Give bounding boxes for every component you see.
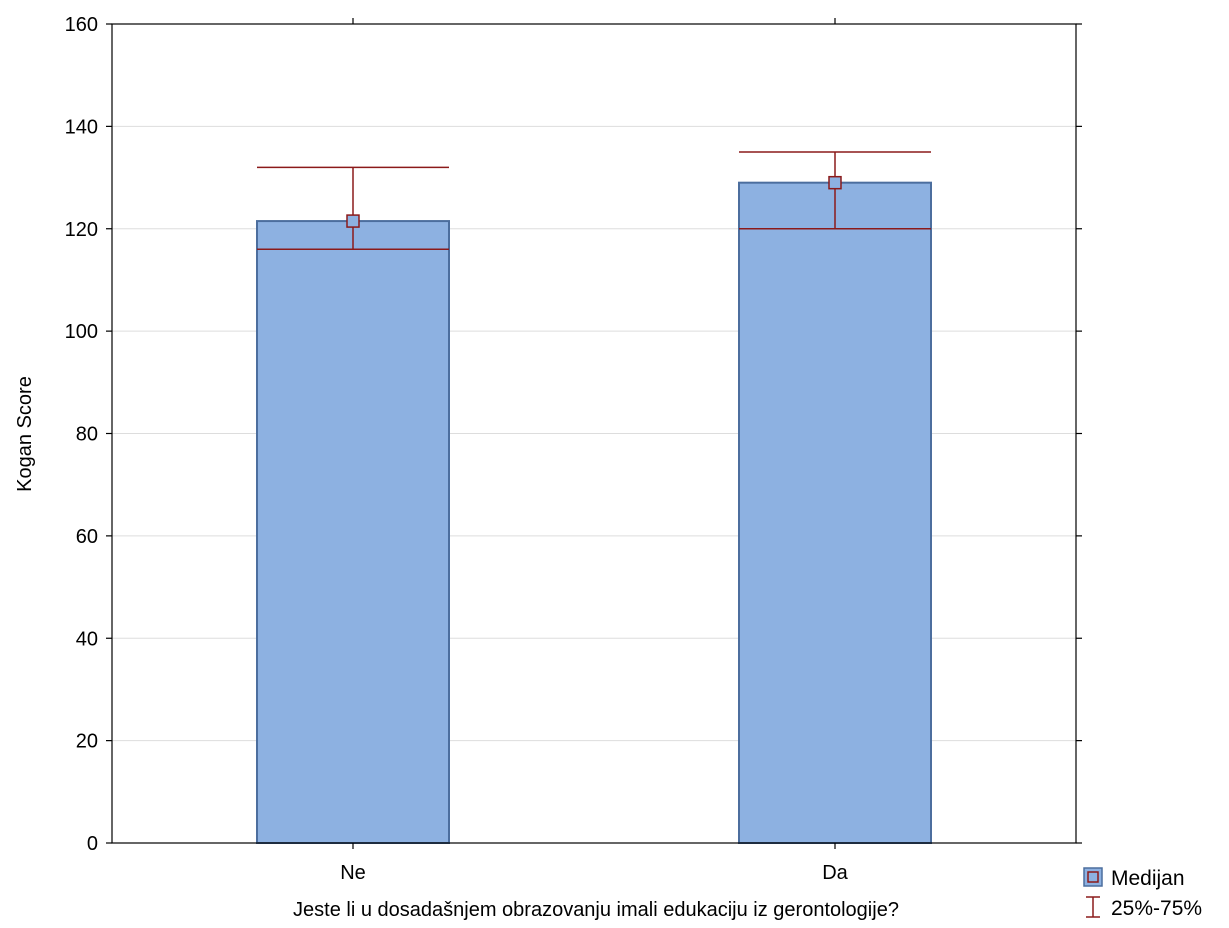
x-axis: Ne Da <box>340 18 849 884</box>
y-tick-label-80: 80 <box>76 424 98 446</box>
legend-medijan-label: Medijan <box>1111 867 1185 890</box>
y-tick-label-0: 0 <box>87 833 98 855</box>
y-tick-label-140: 140 <box>65 116 98 138</box>
legend-median-marker <box>1087 871 1099 883</box>
y-tick-label-60: 60 <box>76 526 98 548</box>
x-axis-label: Jeste li u dosadašnjem obrazovanju imali… <box>293 899 899 921</box>
bar-Ne <box>256 220 450 844</box>
legend-errbar-label: 25%-75% <box>1111 897 1202 920</box>
y-axis-label: Kogan Score <box>14 376 36 492</box>
y-tick-label-100: 100 <box>65 321 98 343</box>
legend: Medijan 25%-75% <box>1083 867 1202 920</box>
median-marker-Ne <box>346 214 360 228</box>
legend-bar-swatch <box>1083 867 1103 887</box>
y-tick-label-160: 160 <box>65 14 98 36</box>
y-axis: 0 20 40 60 80 100 120 140 160 <box>65 14 1082 855</box>
x-tick-label-Ne: Ne <box>340 862 366 884</box>
median-marker-Da <box>828 175 842 190</box>
error-bars <box>257 151 931 250</box>
x-tick-label-Da: Da <box>822 862 848 884</box>
bar-Da <box>738 181 932 844</box>
y-tick-label-20: 20 <box>76 731 98 753</box>
bars <box>256 181 932 844</box>
y-tick-label-120: 120 <box>65 219 98 241</box>
y-tick-label-40: 40 <box>76 628 98 650</box>
